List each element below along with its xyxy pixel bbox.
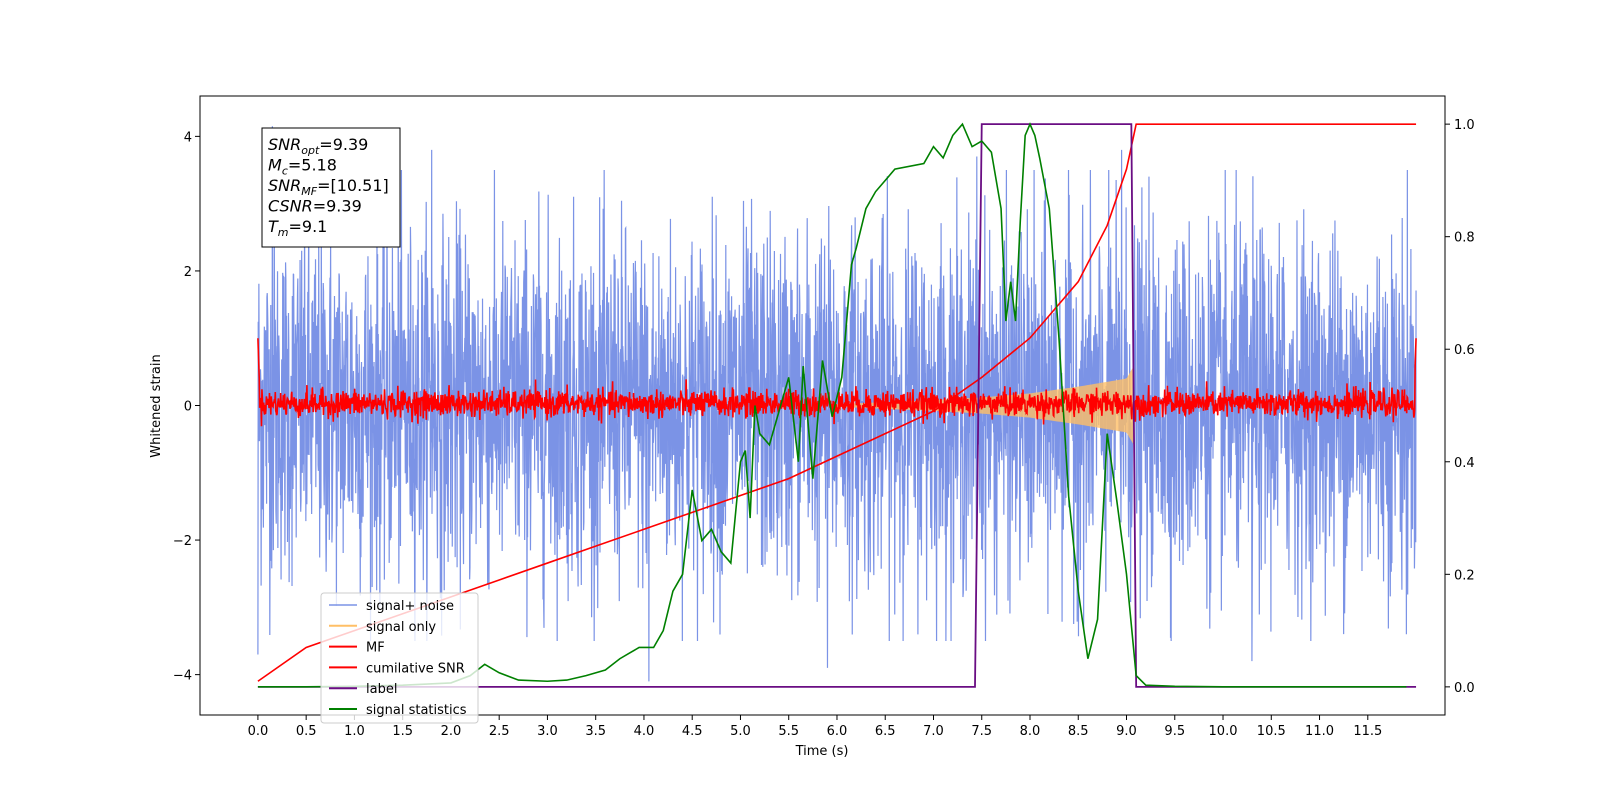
- legend: signal+ noise signal only MF cumilative SNR…: [320, 592, 479, 724]
- series-mf-line: [257, 338, 1417, 427]
- x-tick-label: 0.0: [248, 724, 269, 739]
- legend-entries: signal+ noise signal only MF cumilative SNR…: [329, 599, 467, 718]
- x-tick-label: 8.0: [1020, 724, 1041, 739]
- annotation-line: Tm=9.1: [268, 217, 327, 239]
- annotation-line: SNRMF=[10.51]: [268, 176, 389, 198]
- y-right-tick-label: 0.2: [1454, 568, 1475, 583]
- x-tick-label: 4.5: [682, 724, 703, 739]
- series-signal-statistics-line: [257, 122, 1407, 688]
- x-tick-label: 11.5: [1353, 724, 1382, 739]
- x-tick-label: 10.0: [1209, 724, 1238, 739]
- x-axis-label: Time (s): [795, 744, 849, 759]
- x-tick-label: 5.0: [730, 724, 751, 739]
- y-axis-left: 4 2 0 −2 −4: [173, 130, 200, 684]
- legend-label: signal only: [366, 620, 436, 635]
- annotation-value: =9.39: [313, 197, 362, 216]
- annotation-line: CSNR=9.39: [268, 197, 362, 216]
- y-right-tick-label: 0.6: [1454, 343, 1475, 358]
- y-right-tick-label: 0.0: [1454, 681, 1475, 696]
- x-tick-label: 9.5: [1164, 724, 1185, 739]
- annotation-box: SNRopt=9.39Mc=5.18SNRMF=[10.51]CSNR=9.39…: [261, 127, 401, 248]
- y-right-tick-label: 1.0: [1454, 118, 1475, 133]
- x-tick-label: 4.0: [634, 724, 655, 739]
- annotation-line: SNRopt=9.39: [268, 135, 368, 157]
- legend-label: MF: [366, 641, 385, 656]
- x-tick-label: 2.5: [489, 724, 510, 739]
- x-tick-label: 5.5: [778, 724, 799, 739]
- x-tick-label: 6.5: [875, 724, 896, 739]
- x-tick-label: 7.0: [923, 724, 944, 739]
- x-tick-label: 2.0: [441, 724, 462, 739]
- y-right-tick-label: 0.8: [1454, 231, 1475, 246]
- annotation-subscript: c: [282, 165, 288, 178]
- x-tick-label: 3.5: [585, 724, 606, 739]
- legend-label: cumilative SNR: [366, 661, 465, 676]
- annotation-subscript: opt: [301, 144, 320, 157]
- x-tick-label: 6.0: [827, 724, 848, 739]
- x-tick-label: 0.5: [296, 724, 317, 739]
- x-tick-label: 1.0: [344, 724, 365, 739]
- y-left-tick-label: −2: [173, 534, 192, 549]
- annotation-symbol: T: [268, 217, 279, 236]
- annotation-value: =5.18: [288, 156, 337, 175]
- x-tick-label: 10.5: [1257, 724, 1286, 739]
- x-tick-label: 11.0: [1305, 724, 1334, 739]
- legend-frame: [320, 592, 479, 724]
- annotation-symbol: CSNR: [268, 197, 313, 216]
- annotation-lines: SNRopt=9.39Mc=5.18SNRMF=[10.51]CSNR=9.39…: [268, 135, 389, 239]
- x-tick-label: 7.5: [971, 724, 992, 739]
- legend-label: signal statistics: [366, 703, 467, 718]
- x-tick-label: 1.5: [392, 724, 413, 739]
- annotation-value: =[10.51]: [317, 176, 389, 195]
- legend-label: signal+ noise: [366, 599, 454, 614]
- y-right-tick-label: 0.4: [1454, 456, 1475, 471]
- x-axis: 0.0 0.5 1.0 1.5 2.0 2.5 3.0 3.5 4.0 4.5 5.0 5.5 6.0 6…: [248, 715, 1382, 739]
- y-left-tick-label: −4: [173, 669, 192, 684]
- annotation-subscript: MF: [301, 185, 317, 198]
- y-left-tick-label: 2: [184, 265, 192, 280]
- x-tick-label: 3.0: [537, 724, 558, 739]
- annotation-value: =9.39: [319, 135, 368, 154]
- annotation-symbol: M: [268, 156, 282, 175]
- y-left-tick-label: 0: [184, 400, 192, 415]
- legend-label: label: [366, 682, 397, 697]
- y-left-tick-label: 4: [184, 130, 192, 145]
- annotation-value: =9.1: [289, 217, 328, 236]
- annotation-line: Mc=5.18: [268, 156, 337, 178]
- annotation-subscript: m: [278, 226, 289, 239]
- y-axis-left-label: Whitened strain: [149, 354, 164, 457]
- y-axis-right: 1.0 0.8 0.6 0.4 0.2 0.0: [1445, 118, 1475, 696]
- x-tick-label: 9.0: [1116, 724, 1137, 739]
- x-tick-label: 8.5: [1068, 724, 1089, 739]
- series-signal-noise-line: [257, 126, 1417, 682]
- annotation-box-frame: [261, 127, 401, 248]
- annotation-symbol: SNR: [268, 176, 301, 195]
- annotation-symbol: SNR: [268, 135, 301, 154]
